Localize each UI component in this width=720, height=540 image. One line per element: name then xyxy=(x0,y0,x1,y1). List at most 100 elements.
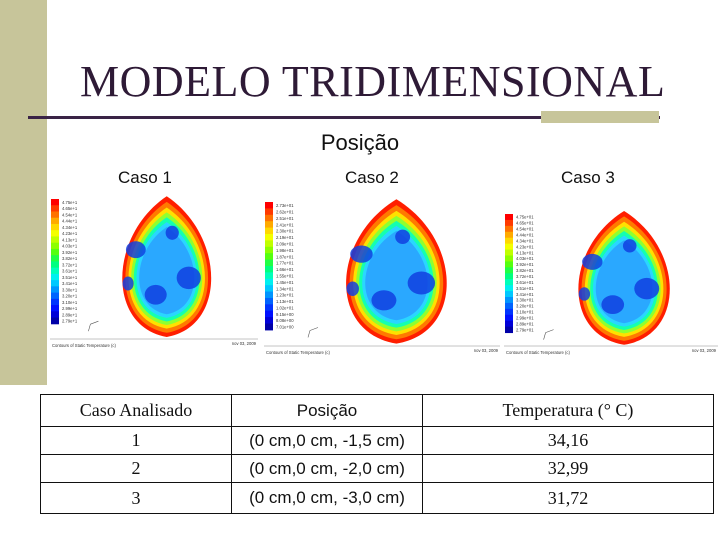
colorbar-segment xyxy=(51,217,59,225)
contour-plot-svg: 4.75e+014.65e+014.54e+014.44e+014.34e+01… xyxy=(504,211,718,355)
colorbar-tick-label: 9.15e+00 xyxy=(276,312,294,317)
colorbar-tick-label: 3.20e+01 xyxy=(516,304,534,309)
cold-spot xyxy=(634,277,660,300)
cold-spot xyxy=(125,241,146,259)
title-underline-accent xyxy=(541,111,659,123)
colorbar-segment xyxy=(51,298,59,306)
colorbar-segment xyxy=(265,233,273,241)
row-1-posicao: (0 cm,0 cm, -1,5 cm) xyxy=(231,426,423,455)
colorbar-tick-label: 3.41e+01 xyxy=(516,292,534,297)
row-2-temperatura: 32,99 xyxy=(422,454,714,483)
colorbar-tick-label: 1.02e+01 xyxy=(276,305,294,310)
colorbar-tick-label: 2.51e+01 xyxy=(276,216,294,221)
colorbar-segment xyxy=(51,236,59,244)
colorbar-tick-label: 2.89e+01 xyxy=(516,321,534,326)
row-3-temperatura: 31,72 xyxy=(422,482,714,514)
colorbar-tick-label: 4.23e+01 xyxy=(516,244,534,249)
cold-spot xyxy=(176,266,201,290)
results-table: Caso Analisado Posição Temperatura (° C)… xyxy=(40,394,714,514)
colorbar-segment xyxy=(265,323,273,331)
colorbar-segment xyxy=(505,214,513,221)
colorbar-segment xyxy=(51,280,59,287)
colorbar-tick-label: 4.54e+1 xyxy=(62,212,78,217)
colorbar-tick-label: 3.51e+01 xyxy=(516,286,534,291)
colorbar-segment xyxy=(51,211,59,219)
cold-spot xyxy=(144,284,167,305)
colorbar-segment xyxy=(505,302,513,310)
colorbar-tick-label: 2.62e+01 xyxy=(276,210,294,215)
colorbar-tick-label: 3.92e+1 xyxy=(62,250,78,255)
colorbar-segment xyxy=(505,296,513,304)
colorbar-tick-label: 2.73e+01 xyxy=(276,203,294,208)
colorbar-segment xyxy=(265,214,273,222)
colorbar-segment xyxy=(505,308,513,316)
colorbar-tick-label: 3.30e+01 xyxy=(516,298,534,303)
colorbar-tick-label: 1.66e+01 xyxy=(276,267,294,272)
colorbar-segment xyxy=(51,199,59,206)
colorbar-segment xyxy=(265,227,273,235)
colorbar-tick-label: 4.75e+01 xyxy=(516,215,534,220)
colorbar-tick-label: 7.01e+00 xyxy=(276,325,294,330)
header-temperatura: Temperatura (° C) xyxy=(422,394,714,427)
colorbar-tick-label: 3.41e+1 xyxy=(62,281,78,286)
colorbar-tick-label: 2.89e+1 xyxy=(62,312,78,317)
colorbar-segment xyxy=(265,317,273,325)
case-1-contour-plot: 4.75e+1 4.65e+1 4.54e+1 4.44e+1 4.34e+1 4.23e… xyxy=(48,193,260,353)
title-underline xyxy=(28,116,660,119)
row-2-posicao: (0 cm,0 cm, -2,0 cm) xyxy=(231,454,423,483)
colorbar-tick-label: 2.30e+01 xyxy=(276,229,294,234)
colorbar-segment xyxy=(51,305,59,312)
colorbar-tick-label: 2.79e+1 xyxy=(62,319,78,324)
colorbar-segment xyxy=(265,304,273,312)
colorbar-tick-label: 3.72e+1 xyxy=(62,262,78,267)
colorbar-segment xyxy=(51,286,59,294)
colorbar-segment xyxy=(51,292,59,300)
colorbar-segment xyxy=(265,246,273,254)
colorbar-segment xyxy=(505,314,513,322)
case-1-label: Caso 1 xyxy=(118,168,172,187)
colorbar-tick-label: 4.54e+01 xyxy=(516,227,534,232)
row-3-caso: 3 xyxy=(40,482,232,514)
axis-triad-icon xyxy=(307,327,319,338)
colorbar-segment xyxy=(265,259,273,267)
colorbar-tick-label: 1.87e+01 xyxy=(276,254,294,259)
cold-spot xyxy=(346,281,359,296)
header-posicao: Posição xyxy=(231,394,423,427)
cold-spot xyxy=(407,271,436,295)
table-row: 1 (0 cm,0 cm, -1,5 cm) 34,16 xyxy=(40,426,714,455)
case-2-label: Caso 2 xyxy=(345,168,399,187)
contour-plot-svg: 2.73e+01 2.62e+012.51e+012.41e+01 2.30e+01… xyxy=(264,199,500,355)
colorbar-tick-label: 4.65e+1 xyxy=(62,206,78,211)
colorbar-segment xyxy=(505,291,513,298)
row-3-posicao: (0 cm,0 cm, -3,0 cm) xyxy=(231,482,423,514)
slide-subtitle: Posição xyxy=(320,130,400,155)
colorbar-segment xyxy=(505,261,513,268)
axis-triad-icon xyxy=(88,320,99,332)
colorbar-segment xyxy=(505,267,513,274)
colorbar-segment xyxy=(51,273,59,281)
contour-plot-svg: 4.75e+14.65e+14.54e+1 4.44e+14.34e+14.23e… xyxy=(50,196,258,348)
colorbar-segment xyxy=(265,310,273,318)
colorbar-tick-label: 4.65e+01 xyxy=(516,221,534,226)
colorbar-segment xyxy=(505,326,513,334)
colorbar-tick-label: 4.23e+1 xyxy=(62,231,78,236)
plot-footer-caption: Contours of Static Temperature (c) xyxy=(52,343,117,348)
cold-spot xyxy=(165,225,179,240)
case-2-contour-plot: 2.73e+01 2.62e+01 2.51e+01 2.41e+01 2.30e+01… xyxy=(262,196,502,360)
colorbar-tick-label: 3.30e+1 xyxy=(62,287,78,292)
colorbar-tick-label: 3.72e+01 xyxy=(516,274,534,279)
colorbar-segment xyxy=(505,219,513,227)
colorbar-tick-label: 4.34e+01 xyxy=(516,238,534,243)
colorbar-tick-label: 3.92e+01 xyxy=(516,262,534,267)
colorbar-tick-label: 3.10e+1 xyxy=(62,300,78,305)
cold-spot xyxy=(578,287,591,301)
colorbar-tick-label: 2.41e+01 xyxy=(276,222,294,227)
colorbar-segment xyxy=(51,248,59,256)
plot-footer-caption: Contours of Static Temperature (c) xyxy=(506,350,571,355)
colorbar-segment xyxy=(505,273,513,280)
colorbar-segment xyxy=(265,253,273,261)
colorbar-tick-label: 2.19e+01 xyxy=(276,235,294,240)
colorbar-segment xyxy=(265,272,273,280)
plot-footer-date: nov 03, 2009 xyxy=(474,348,499,353)
colorbar-segment xyxy=(265,265,273,273)
